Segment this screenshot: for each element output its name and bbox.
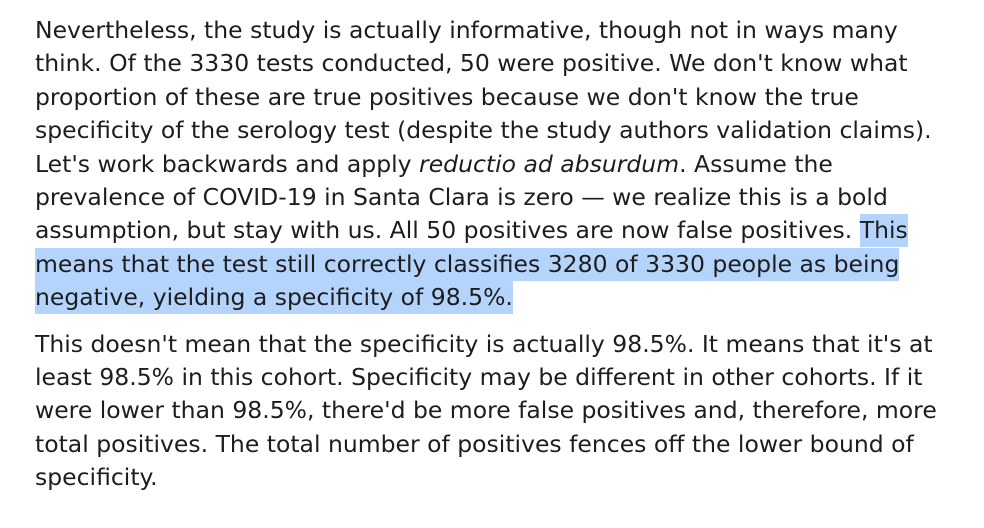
paragraph-study-informative: Nevertheless, the study is actually info…	[35, 14, 960, 315]
paragraph-specificity-bound: This doesn't mean that the specificity i…	[35, 328, 960, 495]
latin-phrase-emphasis: reductio ad absurdum	[419, 149, 680, 178]
paragraph-1-text-part-1: Nevertheless, the study is actually info…	[35, 16, 932, 178]
paragraph-1-text-part-2: . Assume the prevalence of COVID-19 in S…	[35, 149, 888, 245]
paragraph-2-text: This doesn't mean that the specificity i…	[35, 329, 937, 492]
